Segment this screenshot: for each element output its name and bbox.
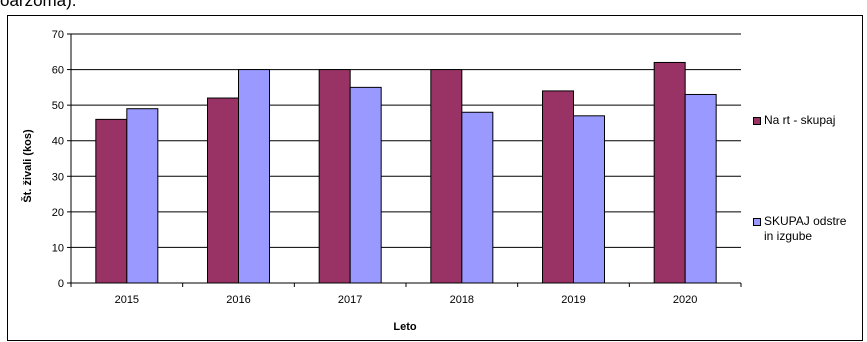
bar-series-1-2019 (542, 90, 574, 284)
y-tick-label: 50 (52, 100, 64, 112)
bar-series-2-2018 (461, 111, 494, 284)
x-tick-label: 2018 (450, 294, 474, 306)
x-tick-label: 2016 (226, 294, 250, 306)
legend-label-series-2: SKUPAJ odstre in izgube (764, 214, 847, 243)
cropped-caption-text: oarzoma). (0, 0, 77, 10)
bar-series-1-2018 (430, 69, 463, 284)
bar-series-1-2020 (653, 61, 686, 284)
bar-series-1-2015 (95, 118, 128, 284)
x-tick-label: 2020 (673, 294, 697, 306)
y-tick-label: 70 (52, 29, 64, 41)
bar-series-2-2019 (573, 115, 605, 284)
legend-label-series-1: Na rt - skupaj (764, 113, 836, 127)
y-tick-label: 60 (52, 65, 64, 77)
bar-series-2-2015 (126, 108, 159, 284)
y-tick-label: 0 (58, 278, 64, 290)
bar-series-2-2017 (349, 86, 382, 284)
bar-series-1-2016 (207, 97, 239, 284)
y-tick-label: 30 (52, 171, 64, 183)
y-tick-label: 40 (52, 136, 64, 148)
x-tick-label: 2015 (115, 294, 139, 306)
y-axis-title: Št. živali (kos) (21, 129, 34, 203)
y-tick-label: 20 (52, 207, 64, 219)
legend-swatch-series-2 (753, 218, 761, 226)
y-tick-label: 10 (52, 242, 64, 254)
chart-area: 0 10 20 30 40 50 60 70 2015 2016 2017 2018 2019 2020 … (7, 15, 863, 341)
x-tick-label: 2017 (338, 294, 362, 306)
bar-series-2-2016 (238, 69, 270, 284)
bar-series-1-2017 (318, 69, 351, 284)
x-tick-label: 2019 (561, 294, 585, 306)
axes: 0 10 20 30 40 50 60 70 2015 2016 2017 2018 2019 2020 (52, 29, 742, 306)
bar-series-2-2020 (684, 93, 717, 284)
bars (95, 61, 717, 284)
x-axis-title: Leto (393, 321, 417, 333)
legend-swatch-series-1 (753, 117, 761, 125)
gridlines (71, 33, 741, 248)
